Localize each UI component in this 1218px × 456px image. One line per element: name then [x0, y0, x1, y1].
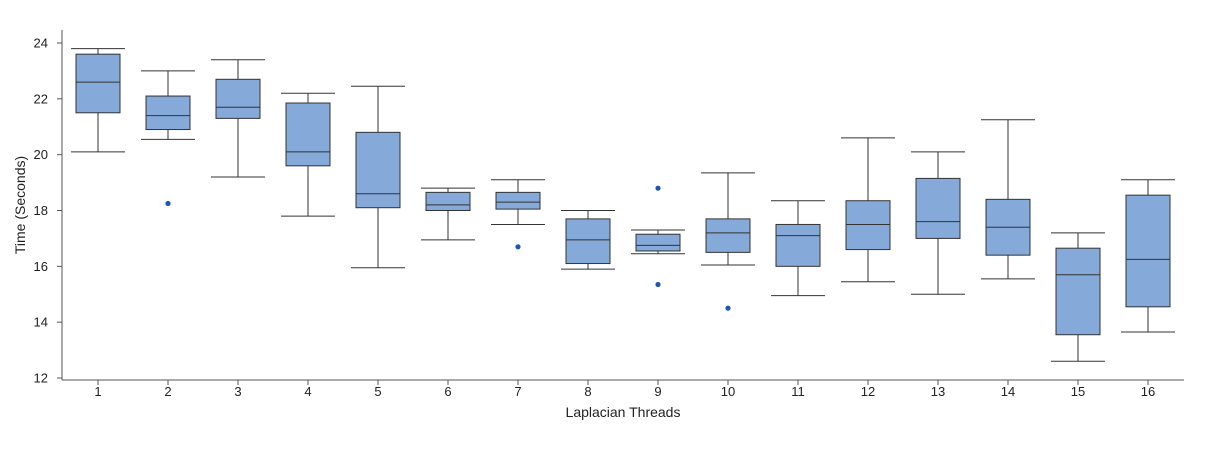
- box-group: [71, 48, 125, 153]
- x-tick-label: 6: [444, 384, 451, 399]
- outlier-point: [165, 200, 171, 207]
- box-group: [981, 119, 1035, 280]
- x-tick-label: 10: [721, 384, 735, 399]
- box-iqr: [1055, 247, 1101, 336]
- box-group: [141, 70, 195, 207]
- box-group: [911, 151, 965, 295]
- x-tick-label: 12: [861, 384, 875, 399]
- x-ticks-layer: 1 2 3 4 5 6 7 8 9 10 11 12 13 14 15 16: [94, 380, 1155, 399]
- outlier-point: [515, 244, 521, 250]
- box-group: [351, 85, 405, 269]
- x-tick-label: 2: [164, 384, 171, 399]
- y-tick-label: 12: [34, 371, 48, 386]
- y-tick-label: 14: [34, 315, 48, 330]
- y-axis-title: Time (Seconds): [12, 156, 28, 254]
- box-iqr: [915, 177, 961, 239]
- box-group: [491, 179, 545, 250]
- box-group: [631, 185, 685, 288]
- x-tick-label: 11: [791, 384, 805, 399]
- y-tick-label: 24: [34, 36, 48, 51]
- x-tick-label: 16: [1141, 384, 1155, 399]
- x-tick-label: 4: [304, 384, 311, 399]
- box-group: [1051, 232, 1105, 362]
- outlier-point: [725, 305, 731, 311]
- y-tick-label: 18: [34, 203, 48, 218]
- box-group: [771, 200, 825, 297]
- y-tick-label: 16: [34, 259, 48, 274]
- x-tick-label: 7: [514, 384, 521, 399]
- box-group: [561, 210, 615, 270]
- x-tick-label: 1: [94, 384, 101, 399]
- x-tick-label: 14: [1001, 384, 1015, 399]
- box-iqr: [285, 102, 331, 167]
- x-tick-label: 15: [1071, 384, 1085, 399]
- box-iqr: [775, 223, 821, 267]
- x-tick-label: 5: [374, 384, 381, 399]
- box-group: [841, 137, 895, 283]
- x-tick-label: 3: [234, 384, 241, 399]
- box-iqr: [495, 191, 541, 210]
- outlier-point: [655, 281, 661, 288]
- y-tick-label: 20: [34, 147, 48, 162]
- y-tick-label: 22: [34, 91, 48, 106]
- x-tick-label: 13: [931, 384, 945, 399]
- x-tick-label: 9: [654, 384, 661, 399]
- x-axis-title: Laplacian Threads: [566, 404, 681, 420]
- box-group: [281, 92, 335, 217]
- box-group: [701, 172, 755, 311]
- box-iqr: [1125, 194, 1171, 308]
- box-iqr: [215, 78, 261, 119]
- box-iqr: [355, 131, 401, 209]
- outlier-point: [655, 185, 661, 191]
- box-iqr: [845, 200, 891, 251]
- box-group: [421, 187, 475, 241]
- box-iqr: [145, 95, 191, 131]
- y-ticks-layer: 12 14 16 18 20 22 24: [34, 36, 62, 386]
- box-iqr: [565, 218, 611, 265]
- box-iqr: [635, 233, 681, 252]
- box-group: [211, 59, 265, 178]
- x-tick-label: 8: [584, 384, 591, 399]
- boxes-layer: [71, 48, 1175, 362]
- box-iqr: [425, 191, 471, 212]
- box-iqr: [75, 53, 121, 114]
- box-group: [1121, 179, 1175, 333]
- box-iqr: [705, 218, 751, 253]
